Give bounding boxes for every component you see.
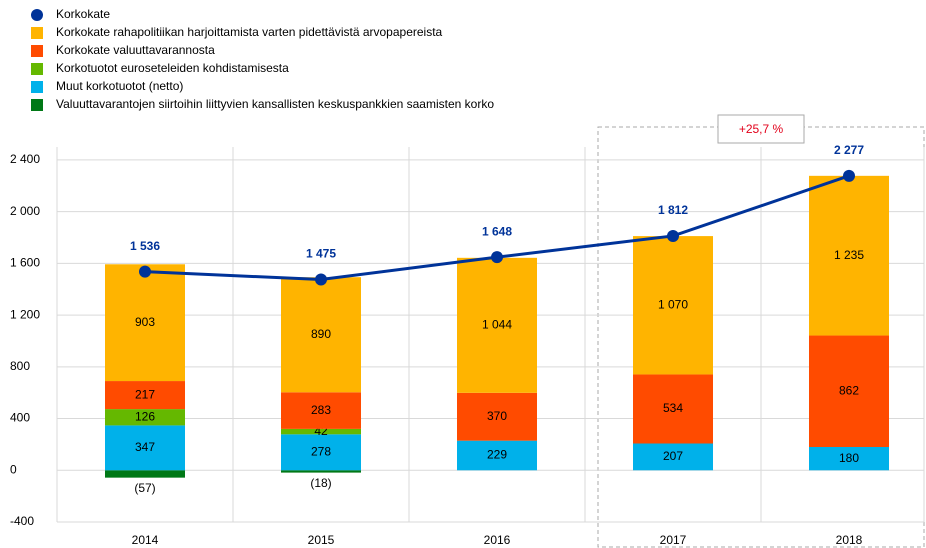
data-label: 207 xyxy=(663,449,683,463)
bar-segment xyxy=(105,409,185,426)
bar-segment xyxy=(633,374,713,444)
y-tick-label: 1 200 xyxy=(10,307,40,321)
annotation-box xyxy=(717,114,805,144)
data-label: 278 xyxy=(311,444,331,458)
line-label: 1 812 xyxy=(658,203,688,217)
y-tick-label: 1 600 xyxy=(10,256,40,270)
legend-label: Korkokate valuuttavarannosta xyxy=(56,43,215,57)
line-point xyxy=(843,169,855,182)
y-tick-label: 0 xyxy=(10,462,17,476)
data-label: 862 xyxy=(839,383,859,397)
bar-segment xyxy=(633,443,713,471)
bar-segment xyxy=(633,236,713,375)
legend-label: Valuuttavarantojen siirtoihin liittyvien… xyxy=(56,97,494,111)
bar-segment xyxy=(281,277,361,393)
line-label: 1 536 xyxy=(130,239,160,253)
data-label: 370 xyxy=(487,409,507,423)
data-label: 126 xyxy=(135,409,155,423)
data-label: 217 xyxy=(135,387,155,401)
line-label: 1 475 xyxy=(306,247,336,261)
legend-marker xyxy=(31,99,43,111)
bar-segment xyxy=(105,381,185,410)
bar-segment xyxy=(105,425,185,471)
bar-segment xyxy=(457,392,537,441)
y-tick-label: 2 400 xyxy=(10,152,40,166)
x-tick-label: 2017 xyxy=(660,533,687,547)
x-tick-label: 2015 xyxy=(308,533,335,547)
data-label: 1 070 xyxy=(658,297,688,311)
data-label: 890 xyxy=(311,327,331,341)
legend-marker xyxy=(31,81,43,93)
data-label: (18) xyxy=(310,476,331,490)
x-tick-label: 2018 xyxy=(836,533,863,547)
legend-label: Korkotuotot euroseteleiden kohdistamises… xyxy=(56,61,289,75)
bar-segment xyxy=(105,470,185,478)
line-label: 2 277 xyxy=(834,143,864,157)
y-tick-label: -400 xyxy=(10,514,34,528)
bar-segment xyxy=(105,264,185,382)
data-label: 1 235 xyxy=(834,248,864,262)
bar-segment xyxy=(281,392,361,429)
legend-marker xyxy=(31,9,43,21)
legend-marker xyxy=(31,27,43,39)
data-label: (57) xyxy=(134,481,155,495)
y-tick-label: 400 xyxy=(10,411,30,425)
x-tick-label: 2016 xyxy=(484,533,511,547)
legend-marker xyxy=(31,45,43,57)
data-label: 229 xyxy=(487,448,507,462)
y-tick-label: 800 xyxy=(10,359,30,373)
annotation: +25,7 % xyxy=(739,122,784,136)
bar-segment xyxy=(281,428,361,435)
x-tick-label: 2014 xyxy=(132,533,159,547)
legend-marker xyxy=(31,63,43,75)
line-point xyxy=(667,229,679,242)
legend-label: Korkokate rahapolitiikan harjoittamista … xyxy=(56,25,443,39)
data-label: 283 xyxy=(311,403,331,417)
line-label: 1 648 xyxy=(482,224,512,238)
y-tick-label: 2 000 xyxy=(10,204,40,218)
data-label: 903 xyxy=(135,315,155,329)
bar-segment xyxy=(281,470,361,473)
line-point xyxy=(139,265,151,278)
bar-segment xyxy=(457,257,537,393)
data-label: 534 xyxy=(663,401,683,415)
bar-segment xyxy=(809,447,889,471)
bar-segment xyxy=(809,335,889,447)
line-point xyxy=(315,273,327,286)
bar-segment xyxy=(457,440,537,471)
legend-label: Muut korkotuotot (netto) xyxy=(56,79,183,93)
data-label: 347 xyxy=(135,440,155,454)
bar-segment xyxy=(809,175,889,336)
legend-label: Korkokate xyxy=(56,7,110,21)
line-point xyxy=(491,251,503,264)
data-label: 1 044 xyxy=(482,317,512,331)
bar-segment xyxy=(281,434,361,471)
data-label: 180 xyxy=(839,451,859,465)
